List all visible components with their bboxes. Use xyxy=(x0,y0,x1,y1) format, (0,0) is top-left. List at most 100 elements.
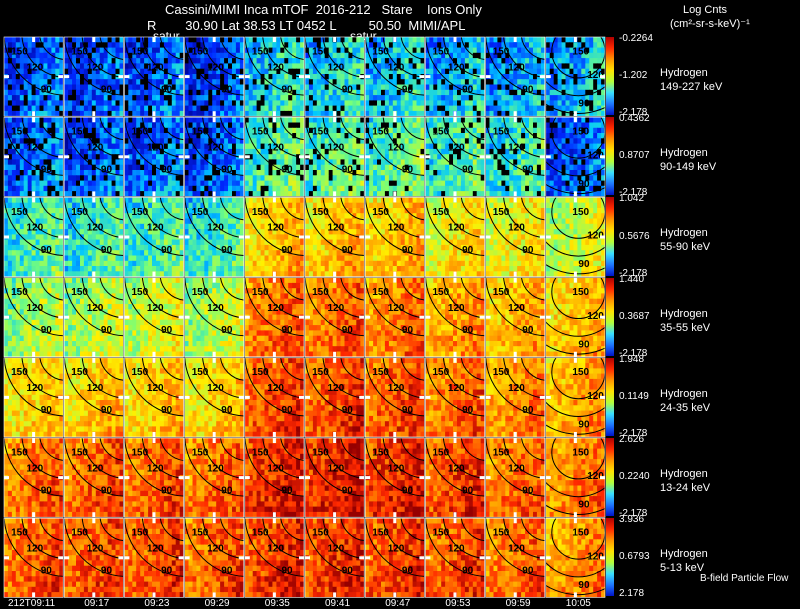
contour-label: 90 xyxy=(41,165,53,176)
contour-label: 90 xyxy=(221,485,233,496)
contour-label: 90 xyxy=(282,325,294,336)
contour-label: 150 xyxy=(71,46,88,57)
contour-label: 150 xyxy=(572,207,589,218)
contour-label: 120 xyxy=(87,143,104,154)
colorbar-min: -2.178 xyxy=(619,347,648,359)
contour-label: 90 xyxy=(402,84,414,95)
contour-label: 150 xyxy=(312,287,329,298)
sky-image-panel: 150 120 90 xyxy=(63,517,124,598)
energy-row: 150 120 90 150 120 90 150 120 90 150 120 90 150 120 90… xyxy=(3,517,606,598)
contour-label: 90 xyxy=(402,405,414,416)
colorbar xyxy=(606,518,614,597)
sky-image-panel: 150 120 90 xyxy=(545,36,606,117)
contour-label: 90 xyxy=(342,485,354,496)
sky-image-panel: 150 120 90 xyxy=(485,517,546,598)
contour-label: 120 xyxy=(508,223,525,234)
sky-image-panel: 150 120 90 xyxy=(425,197,485,277)
contour-label: 150 xyxy=(493,207,510,218)
contour-label: 90 xyxy=(522,325,534,336)
contour-label: 150 xyxy=(71,207,88,218)
energy-range-label: 24-35 keV xyxy=(660,401,711,414)
sky-image-panel: 150 120 90 xyxy=(184,517,245,598)
contour-label: 150 xyxy=(572,287,589,298)
contour-label: 120 xyxy=(587,551,604,562)
sky-image-panel: 150 120 90 xyxy=(364,517,425,598)
contour-label: 90 xyxy=(101,485,113,496)
contour-label: 150 xyxy=(11,207,28,218)
colorbar-max: -0.2264 xyxy=(619,33,653,44)
contour-label: 90 xyxy=(462,566,474,577)
contour-label: 120 xyxy=(147,143,164,154)
contour-label: 150 xyxy=(192,287,209,298)
contour-label: 150 xyxy=(71,127,88,138)
contour-label: 150 xyxy=(372,287,389,298)
contour-label: 90 xyxy=(101,566,113,577)
species-label: Hydrogen xyxy=(660,548,708,561)
time-label: 09:41 xyxy=(325,598,351,609)
contour-label: 90 xyxy=(282,405,294,416)
species-label: Hydrogen xyxy=(660,227,708,240)
contour-label: 120 xyxy=(587,231,604,242)
contour-label: 120 xyxy=(27,223,44,234)
sky-image-panel: 150 120 90 xyxy=(364,116,425,197)
sky-image-panel: 150 120 90 xyxy=(3,197,64,277)
contour-label: 90 xyxy=(342,405,354,416)
contour-label: 120 xyxy=(27,463,44,474)
contour-label: 120 xyxy=(267,544,284,555)
contour-label: 150 xyxy=(312,207,329,218)
contour-label: 120 xyxy=(267,303,284,314)
contour-label: 90 xyxy=(41,245,53,256)
contour-label: 120 xyxy=(27,62,44,73)
colorbar xyxy=(606,197,614,276)
sky-image-panel: 150 120 90 xyxy=(124,36,184,117)
contour-label: 120 xyxy=(508,62,525,73)
contour-label: 150 xyxy=(252,528,269,539)
contour-label: 150 xyxy=(372,447,389,458)
contour-label: 150 xyxy=(572,127,589,138)
time-label: 09:53 xyxy=(445,598,471,609)
contour-label: 90 xyxy=(522,245,534,256)
contour-label: 150 xyxy=(572,528,589,539)
contour-label: 90 xyxy=(522,84,534,95)
contour-label: 120 xyxy=(147,62,164,73)
sky-image-panel: 150 120 90 xyxy=(63,116,124,197)
colorbar xyxy=(606,37,614,116)
contour-label: 150 xyxy=(252,46,269,57)
colorbar-mid: 0.8707 xyxy=(619,150,650,162)
contour-label: 120 xyxy=(587,471,604,482)
contour-label: 150 xyxy=(312,127,329,138)
contour-label: 150 xyxy=(493,46,510,57)
contour-label: 90 xyxy=(342,325,354,336)
contour-label: 150 xyxy=(192,447,209,458)
colorbar xyxy=(606,117,614,196)
contour-label: 150 xyxy=(572,367,589,378)
contour-label: 90 xyxy=(462,165,474,176)
sky-image-panel: 150 120 90 xyxy=(425,357,485,438)
sky-image-panel: 150 120 90 xyxy=(304,517,365,598)
sky-image-panel: 150 120 90 xyxy=(545,116,606,197)
contour-label: 150 xyxy=(372,127,389,138)
sky-image-panel: 150 120 90 xyxy=(3,36,64,117)
contour-label: 120 xyxy=(508,544,525,555)
sky-image-panel: 150 120 90 xyxy=(3,357,64,438)
sky-image-panel: 150 120 90 xyxy=(545,197,606,277)
contour-label: 90 xyxy=(462,84,474,95)
contour-label: 150 xyxy=(132,367,149,378)
sky-image-panel: 150 120 90 xyxy=(304,277,365,358)
energy-range-label: 149-227 keV xyxy=(660,81,723,93)
sky-image-panel: 150 120 90 xyxy=(3,517,64,598)
sky-image-panel: 150 120 90 xyxy=(545,437,606,518)
contour-label: 120 xyxy=(27,544,44,555)
contour-label: 150 xyxy=(433,447,450,458)
energy-row: 150 120 90 150 120 90 150 120 90 150 120 90 150 120 90… xyxy=(3,357,606,438)
sky-image-panel: 150 120 90 xyxy=(485,197,546,277)
colorbar-min: -2.178 xyxy=(619,107,648,119)
contour-label: 120 xyxy=(508,463,525,474)
contour-label: 120 xyxy=(147,383,164,394)
time-label: 09:35 xyxy=(264,598,290,609)
time-label: 09:59 xyxy=(505,598,531,609)
contour-label: 120 xyxy=(388,463,405,474)
sky-image-panel: 150 120 90 xyxy=(124,277,184,358)
contour-label: 90 xyxy=(342,165,354,176)
colorbar-max: 1.042 xyxy=(619,193,645,205)
